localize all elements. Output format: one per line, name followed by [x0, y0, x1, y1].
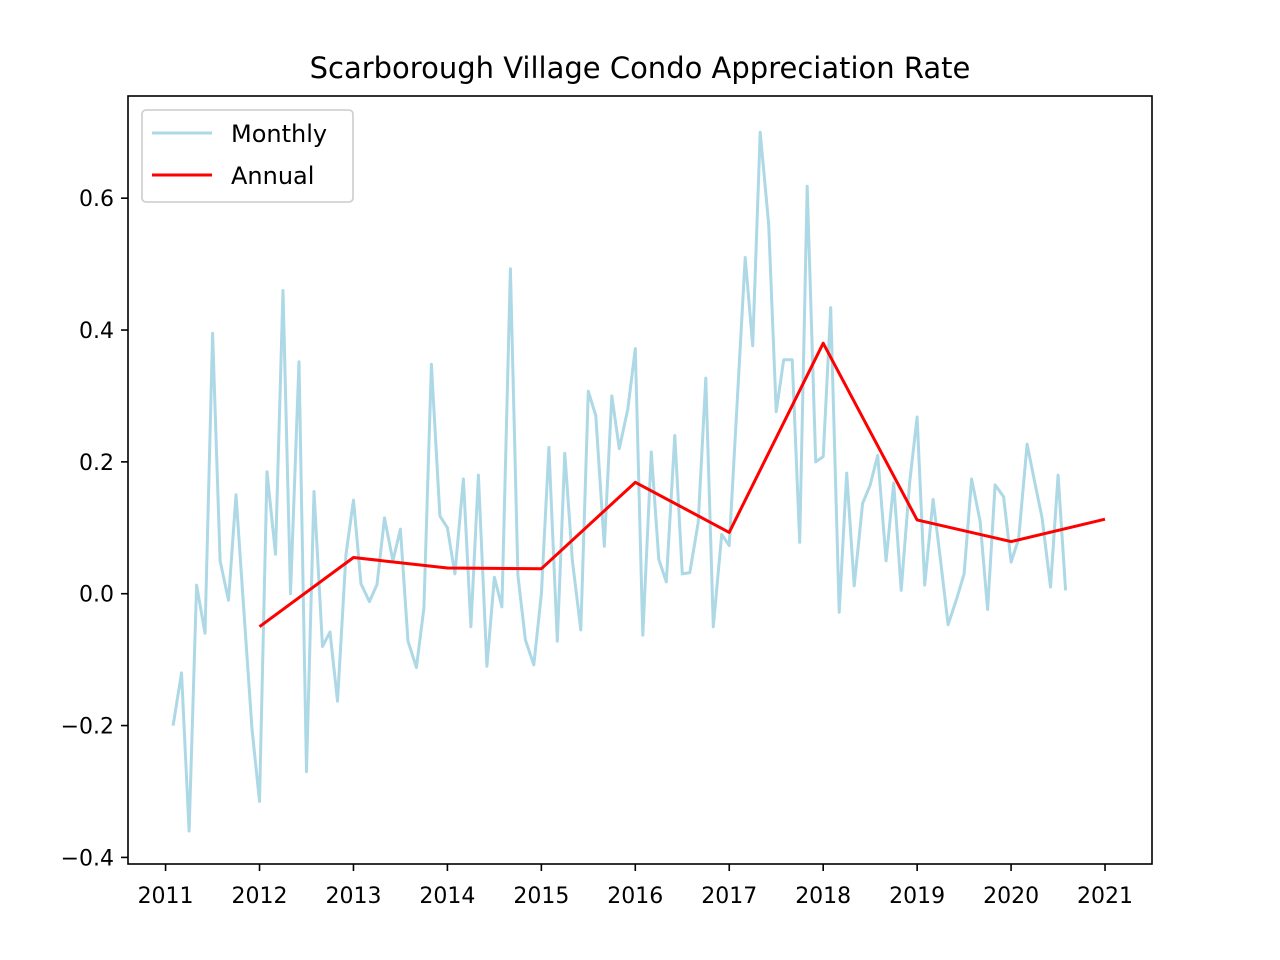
- x-tick-label: 2015: [513, 884, 569, 909]
- x-tick-label: 2020: [983, 884, 1039, 909]
- y-tick-label: 0.6: [79, 187, 114, 212]
- y-tick-label: −0.2: [61, 715, 114, 740]
- y-axis: −0.4 −0.2 0.0 0.2 0.4 0.6: [61, 187, 128, 871]
- y-tick-label: 0.4: [79, 319, 114, 344]
- series-layer: [171, 130, 1106, 833]
- x-tick-label: 2014: [419, 884, 475, 909]
- x-tick-label: 2019: [889, 884, 945, 909]
- legend-annual-label: Annual: [231, 162, 314, 190]
- series-line-monthly: [171, 130, 1068, 833]
- x-tick-label: 2012: [232, 884, 288, 909]
- plot-frame: [127, 95, 1153, 865]
- y-tick-label: 0.0: [79, 583, 114, 608]
- plot-area: [127, 95, 1153, 865]
- x-tick-label: 2011: [138, 884, 194, 909]
- series-line-annual: [258, 341, 1106, 628]
- x-tick-label: 2013: [325, 884, 381, 909]
- legend: Monthly Annual: [141, 109, 354, 203]
- x-tick-label: 2021: [1077, 884, 1133, 909]
- y-tick-label: −0.4: [61, 846, 114, 871]
- x-tick-label: 2016: [607, 884, 663, 909]
- chart-title: Scarborough Village Condo Appreciation R…: [310, 51, 971, 85]
- y-tick-label: 0.2: [79, 451, 114, 476]
- x-tick-label: 2017: [701, 884, 757, 909]
- x-axis: 2011 2012 2013 2014 2015 2016 2017 2018 2019 2020…: [138, 864, 1133, 909]
- x-tick-label: 2018: [795, 884, 851, 909]
- legend-monthly-label: Monthly: [231, 120, 327, 148]
